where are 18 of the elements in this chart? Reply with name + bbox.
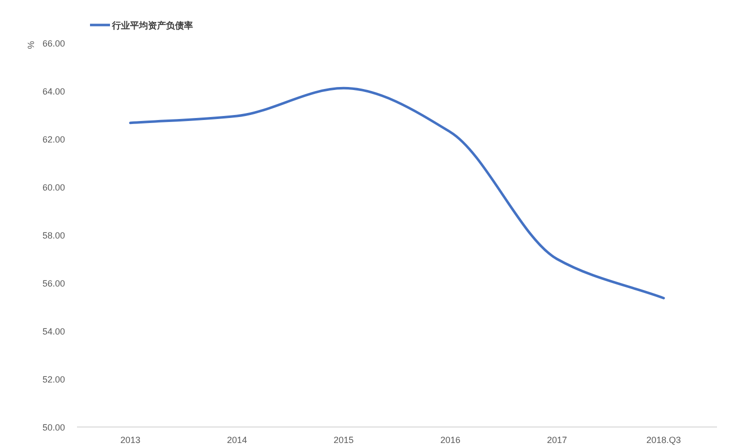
y-tick-label: 54.00	[42, 326, 65, 336]
x-tick-label: 2013	[120, 435, 140, 445]
y-tick-label: 50.00	[42, 422, 65, 432]
x-tick-label: 2017	[546, 435, 568, 445]
y-tick-label: 56.00	[42, 278, 65, 288]
line-series	[129, 86, 665, 300]
y-tick-label: 52.00	[42, 374, 65, 384]
legend-label: 行业平均资产负债率	[111, 20, 193, 30]
y-axis-title: %	[26, 40, 36, 50]
x-tick-label: 2016	[440, 435, 460, 445]
y-tick-label: 64.00	[42, 86, 65, 96]
x-tick-label: 2014	[226, 435, 248, 445]
y-tick-label: 66.00	[42, 38, 65, 48]
x-tick-label: 2018.Q3	[646, 435, 681, 445]
x-tick-label: 2015	[334, 435, 354, 445]
y-tick-label: 62.00	[42, 134, 65, 144]
y-tick-label: 60.00	[42, 182, 65, 192]
y-tick-label: 58.00	[42, 230, 65, 240]
